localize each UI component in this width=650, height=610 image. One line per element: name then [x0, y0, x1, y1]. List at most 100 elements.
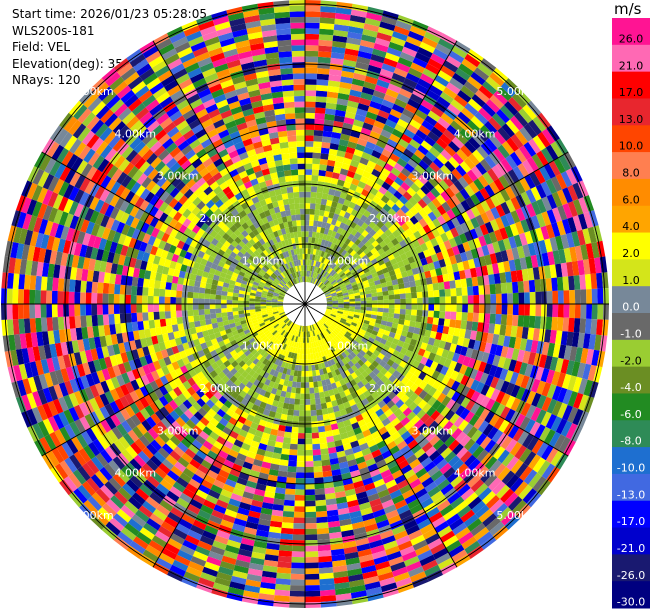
range-gate [421, 476, 434, 488]
range-gate [290, 22, 305, 29]
range-gate [399, 309, 406, 315]
range-gate [321, 193, 329, 200]
range-gate [364, 316, 371, 322]
range-gate [462, 337, 470, 348]
range-gate [466, 321, 473, 331]
range-gate [453, 327, 461, 337]
range-gate [500, 314, 508, 326]
range-gate [436, 325, 444, 334]
range-gate [485, 517, 501, 532]
range-gate [393, 435, 405, 446]
range-gate [506, 456, 519, 471]
range-gate [305, 483, 315, 490]
range-gate [313, 141, 322, 148]
range-gate [455, 311, 463, 321]
range-gate [210, 289, 217, 295]
range-gate [329, 332, 335, 339]
range-gate [507, 425, 520, 439]
range-gate [509, 371, 519, 385]
range-gate [418, 389, 428, 400]
range-gate [473, 527, 490, 541]
range-gate [277, 39, 292, 47]
range-gate [176, 283, 183, 292]
range-gate [475, 433, 488, 446]
range-gate [382, 474, 395, 484]
range-gate [443, 318, 451, 327]
range-gate [295, 478, 305, 484]
range-gate [414, 448, 426, 459]
range-gate [46, 290, 53, 304]
range-gate [305, 517, 317, 524]
range-gate [369, 468, 381, 478]
range-gate [354, 337, 362, 344]
range-gate [429, 435, 441, 447]
range-gate [292, 73, 305, 80]
range-gate [319, 158, 328, 166]
range-gate [340, 317, 347, 323]
range-gate [453, 362, 463, 373]
range-gate [12, 319, 20, 335]
range-gate [411, 333, 419, 341]
range-gate [462, 304, 468, 313]
range-gate [276, 567, 292, 574]
range-gate [319, 22, 335, 30]
range-gate [363, 415, 373, 425]
range-gate [409, 392, 419, 402]
range-gate [282, 516, 294, 524]
range-gate [386, 336, 394, 343]
range-gate [377, 489, 390, 499]
range-gate [96, 293, 103, 304]
range-gate [480, 384, 490, 396]
range-gate [403, 449, 415, 460]
range-gate [479, 372, 489, 385]
range-gate [355, 432, 365, 441]
range-gate [360, 385, 368, 394]
range-gate [221, 295, 227, 300]
range-gate [335, 380, 342, 388]
range-gate [320, 11, 336, 19]
range-gate [226, 295, 233, 301]
range-gate [392, 318, 400, 324]
range-gate [296, 225, 302, 232]
range-gate [388, 304, 395, 309]
range-gate [290, 432, 299, 439]
range-gate [345, 331, 352, 337]
range-gate [312, 324, 317, 330]
range-gate [305, 73, 318, 80]
range-gate [327, 347, 333, 354]
range-gate [159, 311, 166, 320]
range-gate [569, 304, 576, 319]
range-gate [463, 471, 477, 484]
range-gate [535, 304, 542, 317]
range-gate [578, 394, 589, 411]
range-gate [305, 523, 317, 529]
range-gate [310, 404, 317, 411]
range-gate [328, 326, 334, 332]
range-gate [317, 544, 331, 552]
range-gate [311, 175, 319, 182]
range-gate [289, 449, 298, 456]
range-gate [46, 304, 53, 318]
range-gate [287, 192, 294, 199]
range-gate [472, 312, 479, 323]
range-gate [349, 416, 358, 425]
range-gate [390, 327, 398, 334]
range-gate [456, 304, 463, 313]
range-gate [414, 488, 428, 499]
range-gate [335, 362, 342, 369]
range-gate [527, 327, 535, 341]
range-gate [6, 288, 13, 304]
range-gate [68, 291, 75, 304]
range-gate [361, 378, 369, 386]
range-gate [335, 315, 342, 320]
range-gate [530, 340, 539, 354]
range-gate [510, 384, 521, 398]
range-gate [567, 375, 577, 391]
range-gate [297, 370, 302, 377]
range-gate [296, 376, 302, 383]
range-gate [315, 398, 321, 405]
range-gate [568, 317, 575, 333]
range-gate [475, 331, 483, 342]
range-gate [440, 365, 449, 376]
range-gate [489, 313, 496, 324]
